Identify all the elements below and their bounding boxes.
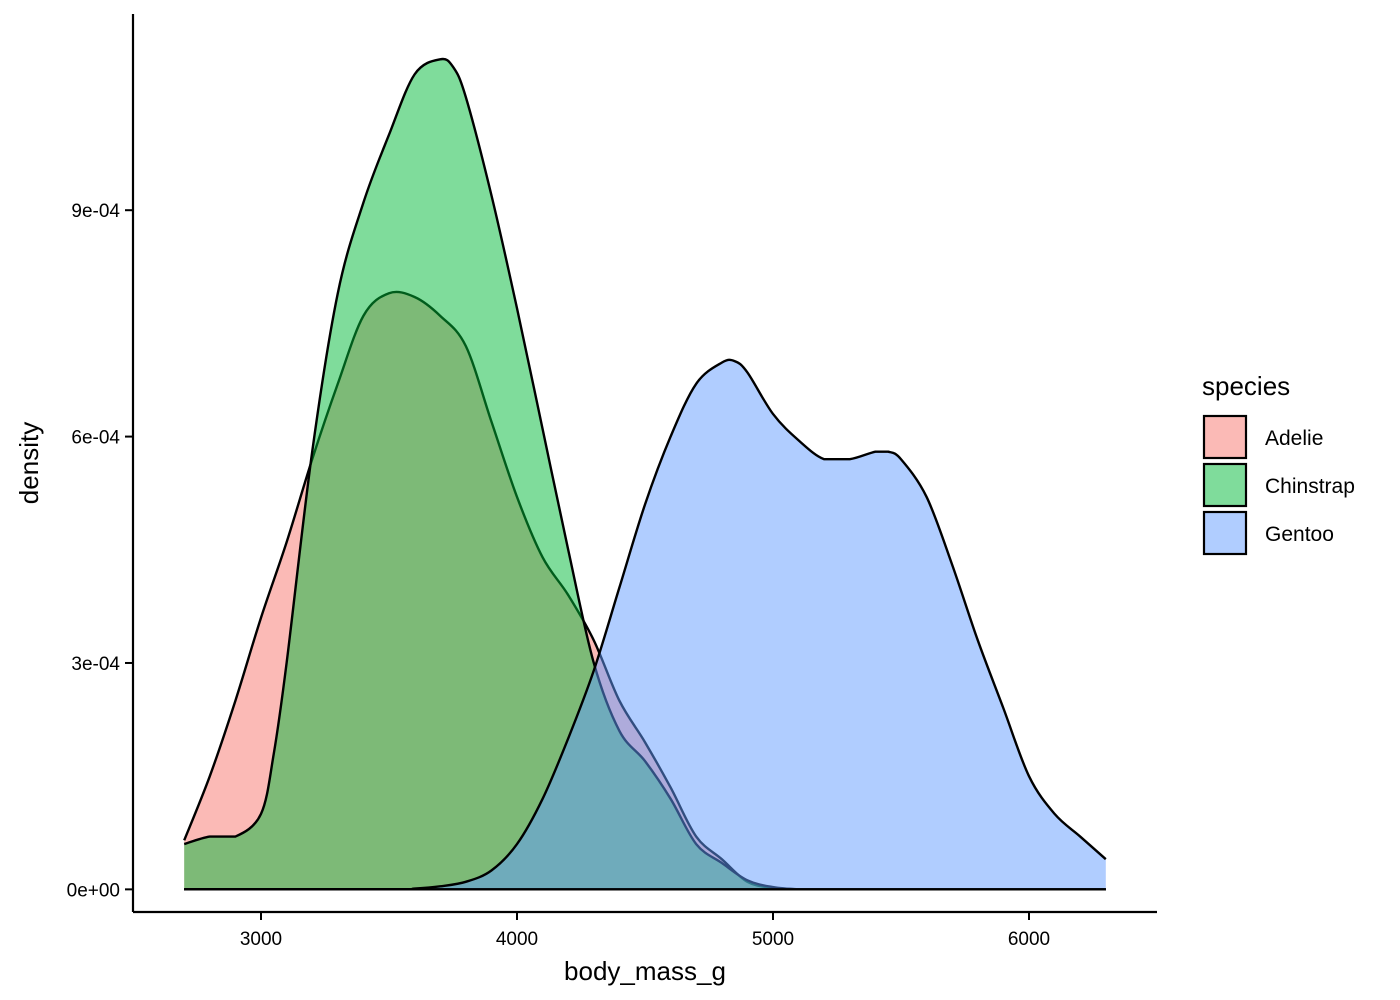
plot-area: [183, 57, 1107, 891]
x-tick-label: 4000: [496, 929, 538, 950]
x-tick-label: 5000: [752, 929, 794, 950]
legend-label-adelie: Adelie: [1265, 427, 1323, 450]
y-tick-label: 9e-04: [71, 201, 120, 222]
legend-label-chinstrap: Chinstrap: [1265, 475, 1355, 498]
y-tick-label: 3e-04: [71, 654, 120, 675]
legend-swatch-gentoo: [1202, 510, 1248, 556]
y-tick-label: 6e-04: [71, 428, 120, 449]
legend-items: Adelie Chinstrap Gentoo: [1202, 414, 1355, 556]
legend-title: species: [1202, 371, 1290, 401]
density-area-gentoo: [184, 359, 1106, 890]
x-axis-ticks: 3000 4000 5000 6000: [240, 912, 1050, 950]
y-tick-label: 0e+00: [67, 880, 120, 901]
x-tick-label: 3000: [240, 929, 282, 950]
legend-swatch-adelie: [1202, 414, 1248, 460]
x-axis-title: body_mass_g: [564, 956, 726, 986]
y-axis-ticks: 0e+00 3e-04 6e-04 9e-04: [67, 201, 133, 901]
legend: species Adelie Chinstrap Gentoo: [1202, 371, 1355, 556]
density-line-gentoo: [184, 358, 1107, 891]
legend-label-gentoo: Gentoo: [1265, 523, 1334, 546]
y-axis-title: density: [14, 422, 44, 504]
x-tick-label: 6000: [1008, 929, 1050, 950]
legend-swatch-chinstrap: [1202, 462, 1248, 508]
density-area-chinstrap: [184, 58, 1106, 890]
